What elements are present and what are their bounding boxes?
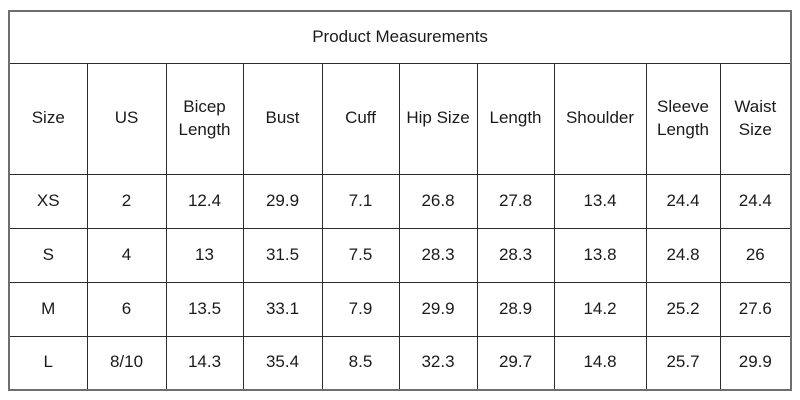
table-row-m: M 6 13.5 33.1 7.9 29.9 28.9 14.2 25.2 27.6 [8, 281, 792, 337]
measurement-cell: 8.5 [321, 335, 400, 391]
measurement-cell: 29.9 [242, 173, 323, 229]
column-header-bicep-length: Bicep Length [165, 62, 244, 175]
column-header-length: Length [476, 62, 555, 175]
measurement-cell: 24.8 [645, 227, 721, 283]
column-header-hip-size: Hip Size [398, 62, 478, 175]
measurement-cell: 26 [719, 227, 792, 283]
table-header-row: Size US Bicep Length Bust Cuff Hip Size Length… [8, 62, 792, 175]
measurement-cell: 32.3 [398, 335, 478, 391]
measurement-cell: 26.8 [398, 173, 478, 229]
measurement-cell: 28.9 [476, 281, 555, 337]
measurement-cell: 14.3 [165, 335, 244, 391]
measurement-cell: 25.2 [645, 281, 721, 337]
measurement-cell: 27.8 [476, 173, 555, 229]
measurement-cell: 35.4 [242, 335, 323, 391]
measurement-cell: 8/10 [86, 335, 167, 391]
measurement-cell: 27.6 [719, 281, 792, 337]
column-header-sleeve-length: Sleeve Length [645, 62, 721, 175]
measurement-cell: 29.9 [719, 335, 792, 391]
measurement-cell: 13.4 [553, 173, 647, 229]
measurement-cell: 24.4 [645, 173, 721, 229]
product-measurements-table: Product Measurements Size US Bicep Length B… [8, 10, 793, 391]
table-title-row: Product Measurements [8, 10, 792, 64]
measurement-cell: 14.8 [553, 335, 647, 391]
table-title: Product Measurements [8, 10, 792, 64]
measurement-cell: 33.1 [242, 281, 323, 337]
measurement-cell: 4 [86, 227, 167, 283]
size-cell: S [8, 227, 88, 283]
table-row-l: L 8/10 14.3 35.4 8.5 32.3 29.7 14.8 25.7 29.9 [8, 335, 792, 391]
column-header-us: US [86, 62, 167, 175]
measurement-cell: 25.7 [645, 335, 721, 391]
size-cell: M [8, 281, 88, 337]
measurement-cell: 29.7 [476, 335, 555, 391]
measurement-cell: 31.5 [242, 227, 323, 283]
measurement-cell: 7.9 [321, 281, 400, 337]
measurement-cell: 14.2 [553, 281, 647, 337]
table-row-xs: XS 2 12.4 29.9 7.1 26.8 27.8 13.4 24.4 24.4 [8, 173, 792, 229]
measurement-cell: 28.3 [476, 227, 555, 283]
column-header-cuff: Cuff [321, 62, 400, 175]
column-header-shoulder: Shoulder [553, 62, 647, 175]
measurement-cell: 13.8 [553, 227, 647, 283]
measurement-cell: 13 [165, 227, 244, 283]
measurement-cell: 6 [86, 281, 167, 337]
measurement-cell: 7.1 [321, 173, 400, 229]
table-row-s: S 4 13 31.5 7.5 28.3 28.3 13.8 24.8 26 [8, 227, 792, 283]
column-header-waist-size: Waist Size [719, 62, 792, 175]
measurement-cell: 2 [86, 173, 167, 229]
column-header-bust: Bust [242, 62, 323, 175]
measurement-cell: 24.4 [719, 173, 792, 229]
column-header-size: Size [8, 62, 88, 175]
measurement-cell: 7.5 [321, 227, 400, 283]
measurement-cell: 13.5 [165, 281, 244, 337]
size-cell: L [8, 335, 88, 391]
measurement-cell: 12.4 [165, 173, 244, 229]
measurement-cell: 28.3 [398, 227, 478, 283]
measurement-cell: 29.9 [398, 281, 478, 337]
size-cell: XS [8, 173, 88, 229]
